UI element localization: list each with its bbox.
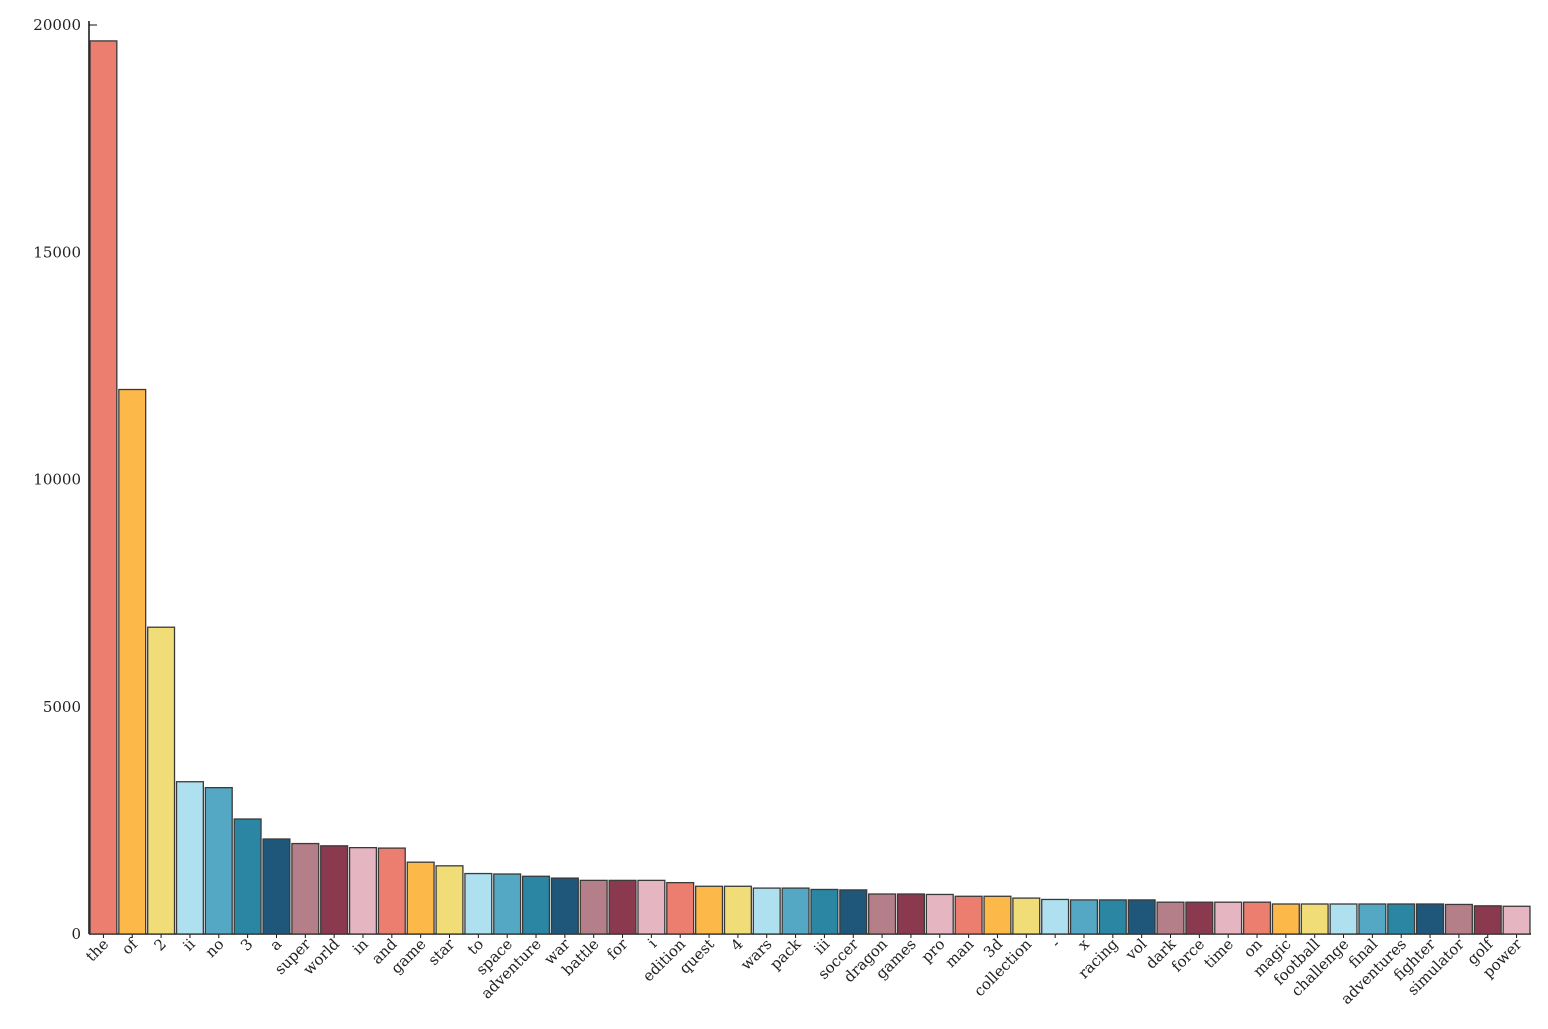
bar-adventure [521, 875, 551, 935]
bar-golf [1473, 905, 1502, 935]
x-tick-label: for [603, 935, 632, 964]
bar-3d [983, 895, 1012, 935]
x-tick-label: of [118, 934, 142, 958]
bar-of [118, 388, 147, 935]
bar-the [89, 40, 118, 935]
y-tick-label: 0 [71, 925, 81, 943]
bar-2 [147, 626, 176, 935]
bar-quest [694, 885, 724, 935]
y-tick-label: 5000 [43, 698, 81, 716]
bar-time [1214, 901, 1243, 935]
bar-ii [175, 781, 205, 935]
bar-to [464, 872, 493, 935]
x-tick-label: pack [766, 934, 805, 973]
y-tick-label: 10000 [33, 471, 81, 489]
x-tick-label: man [942, 935, 978, 971]
x-tick-label: 4 [727, 935, 746, 954]
x-tick-label: 2 [150, 935, 169, 954]
bar-game [406, 861, 435, 935]
bar-super [291, 842, 320, 935]
bar-games [896, 893, 926, 935]
bar-football [1300, 903, 1329, 935]
x-tick-label: a [266, 935, 285, 954]
bar-i [637, 879, 666, 935]
bar-x [1069, 899, 1099, 935]
bar-edition [666, 881, 695, 935]
bar-racing [1098, 899, 1127, 935]
bar-world [320, 845, 349, 935]
bar-collection [1012, 897, 1041, 935]
x-tick-label: wars [737, 935, 776, 974]
bars [89, 40, 1531, 935]
bar-space [493, 873, 522, 935]
bar-wars [752, 887, 781, 935]
bar-4 [723, 885, 752, 935]
bar-power [1502, 905, 1531, 935]
bar-fighter [1415, 903, 1445, 935]
y-tick-label: 15000 [33, 243, 81, 261]
bar-iii [810, 888, 839, 935]
y-axis: 0 5000 10000 15000 20000 [33, 16, 97, 943]
x-tick-label: time [1200, 935, 1237, 972]
bar-force [1185, 901, 1214, 935]
bar-vol [1127, 899, 1156, 935]
x-tick-label: the [82, 935, 112, 965]
bar-dark [1156, 901, 1185, 935]
x-tick-label: i [644, 935, 660, 951]
bar-for [608, 879, 637, 935]
x-tick-label: star [424, 935, 458, 969]
bar-war [550, 877, 579, 935]
bar-pro [925, 893, 954, 935]
bar-battle [579, 879, 608, 935]
x-tick-label: force [1168, 935, 1208, 975]
bar-magic [1271, 903, 1300, 935]
bar-pack [781, 887, 810, 935]
bar-adventures [1387, 903, 1416, 935]
bar-3 [233, 818, 262, 935]
bar-star [435, 865, 464, 935]
bar-soccer [839, 889, 868, 935]
bar-simulator [1444, 903, 1473, 935]
y-tick-label: 20000 [33, 16, 81, 34]
bar-dragon [868, 893, 897, 935]
bar-final [1358, 903, 1387, 935]
x-tick-label: 3 [237, 935, 256, 954]
bar-challenge [1329, 903, 1358, 935]
bar-in [348, 846, 378, 935]
bar-a [262, 838, 291, 935]
bar-on [1242, 901, 1272, 935]
x-tick-label: no [202, 935, 228, 961]
x-tick-label: - [1048, 935, 1064, 951]
x-tick-label: ii [179, 935, 199, 955]
bar-- [1041, 898, 1070, 935]
bar-man [954, 895, 983, 935]
bar-and [377, 847, 406, 935]
bar-no [204, 787, 233, 935]
